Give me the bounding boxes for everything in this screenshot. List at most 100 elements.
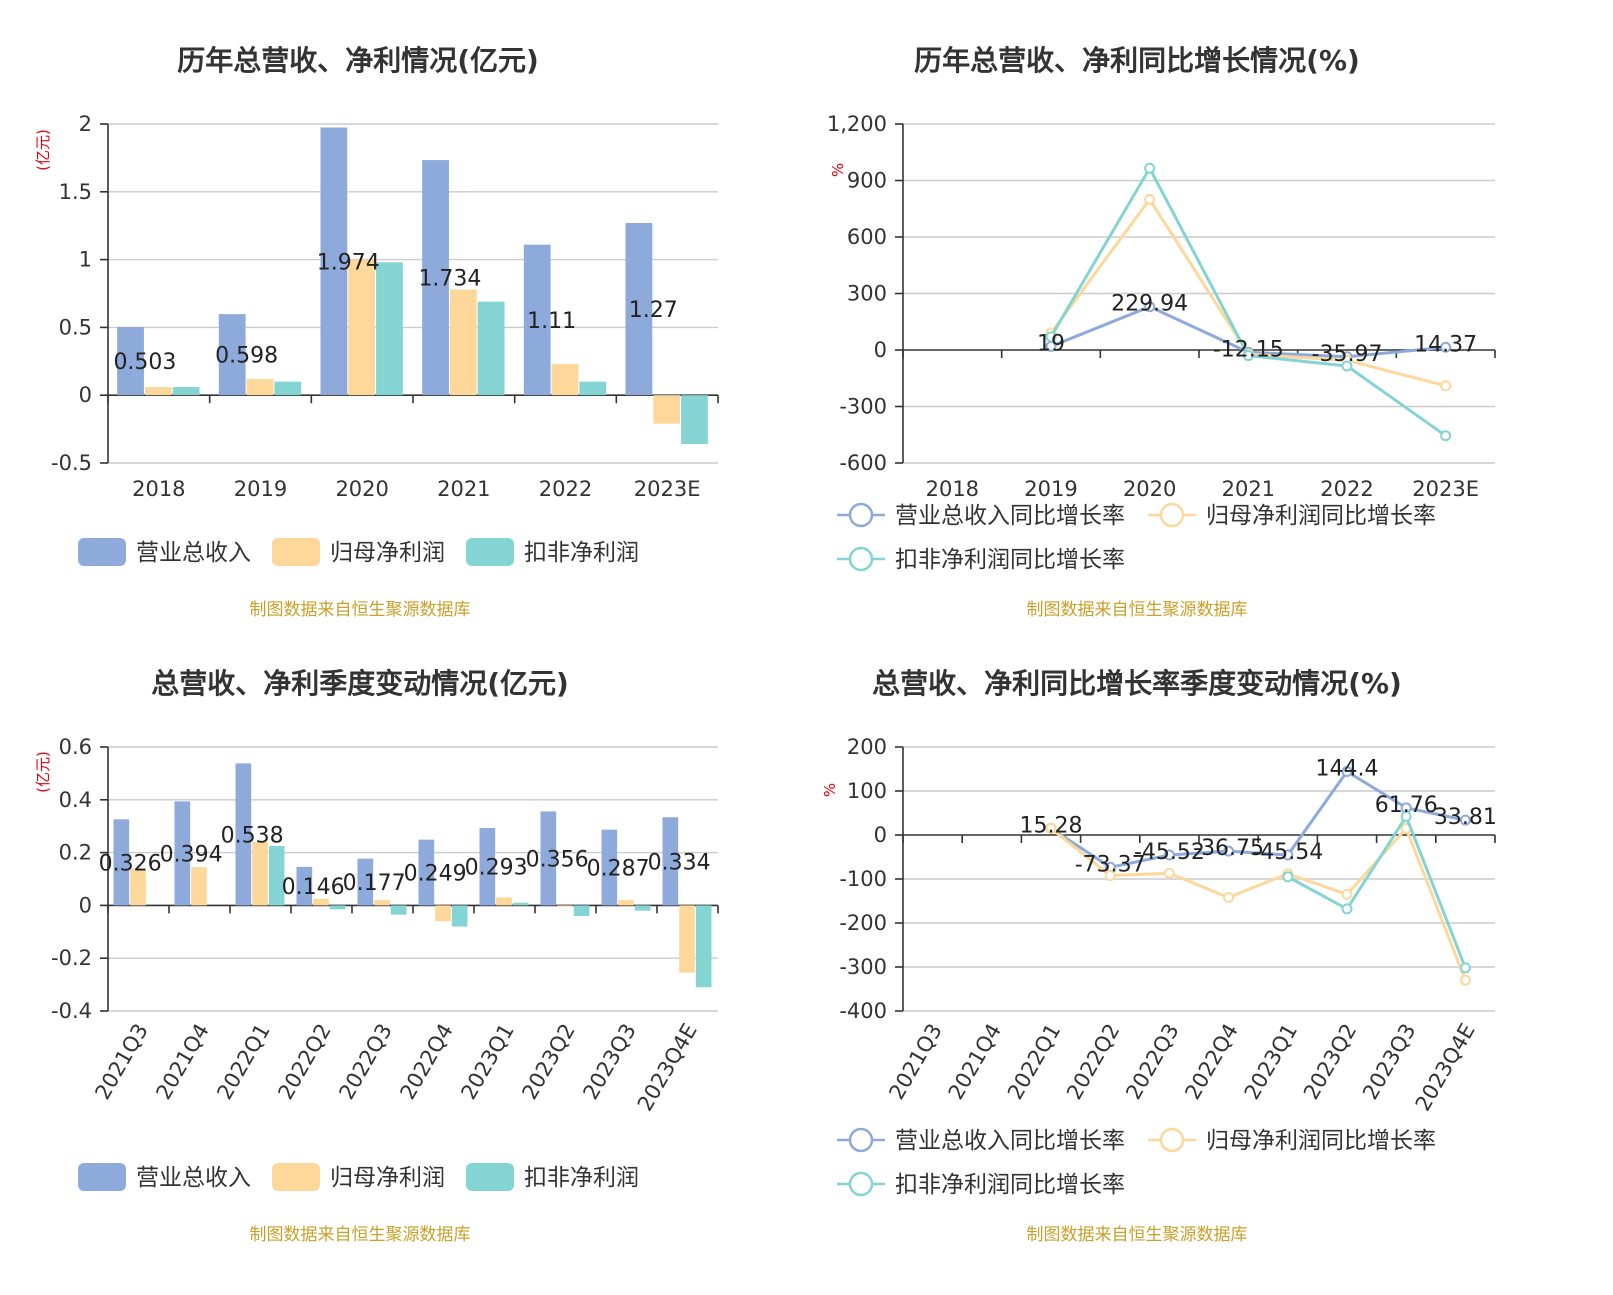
bar-revenue [540, 811, 557, 906]
data-label: 0.394 [160, 842, 223, 867]
point-deducted_profit [1242, 350, 1254, 362]
point-deducted_profit [1440, 430, 1452, 442]
bar-revenue [523, 244, 551, 396]
data-label: 0.177 [343, 871, 406, 896]
y-axis-unit-label: (亿元) [34, 751, 52, 793]
data-label: 0.326 [99, 851, 162, 876]
legend-label: 归母净利润同比增长率 [1206, 503, 1436, 529]
bar-net_profit [374, 900, 390, 906]
data-label: 1.734 [418, 267, 481, 292]
point-revenue [1282, 849, 1294, 861]
x-tick-label: 2018 [926, 477, 979, 501]
point-deducted_profit [1144, 162, 1156, 174]
point-deducted_profit [1400, 811, 1412, 823]
series-line-deducted_profit [1287, 813, 1467, 969]
x-tick-label: 2022 [1320, 477, 1373, 501]
bar-net_profit [191, 867, 207, 906]
panel-annual-amount: 历年总营收、净利情况(亿元) (亿元) 2 1.5 1 0.5 0 -0.5 2018 2019 2… [0, 0, 790, 640]
y-axis-unit-label: % [821, 783, 839, 797]
x-tick-label: 2023Q4E [1411, 1020, 1480, 1116]
x-tick-label: 2023E [634, 477, 701, 501]
chart-quarterly-amount: 总营收、净利季度变动情况(亿元)(亿元)0.60.40.20-0.2-0.420… [34, 667, 719, 1245]
bar-revenue [601, 829, 618, 906]
legend-label: 营业总收入同比增长率 [895, 1128, 1125, 1154]
data-label: 33.81 [1434, 805, 1497, 830]
x-tick-label: 2021Q3 [90, 1020, 152, 1104]
data-label: 0.146 [282, 875, 345, 900]
legend-marker-revenue [848, 1127, 874, 1153]
point-net_profit [1104, 869, 1116, 881]
bar-net_profit [557, 905, 573, 907]
x-tick-label: 2022Q3 [1121, 1020, 1183, 1104]
bar-deducted_profit [268, 846, 285, 906]
bar-deducted_profit [695, 905, 712, 988]
data-label: 19 [1037, 331, 1065, 356]
legend-marker-net_profit [1159, 502, 1185, 528]
x-tick-label: 2018 [132, 477, 185, 501]
y-tick-label: -0.4 [51, 999, 92, 1023]
bar-revenue [662, 817, 679, 906]
data-label: 1.27 [629, 298, 678, 323]
y-tick-label: -200 [839, 911, 887, 935]
chart-quarterly-growth: 总营收、净利同比增长率季度变动情况(%)% 200 100 0 -100 -200 -300… [821, 667, 1497, 1245]
y-axis-unit-label: (亿元) [34, 129, 52, 171]
bar-revenue [218, 314, 246, 396]
y-tick-label: 1,200 [827, 112, 887, 136]
x-tick-label: 2023Q4E [633, 1020, 702, 1116]
y-tick-label: 600 [847, 225, 887, 249]
y-tick-label: 900 [847, 169, 887, 193]
data-label: -45.52 [1134, 840, 1205, 865]
y-tick-label: 1.5 [59, 180, 92, 204]
point-deducted_profit [1341, 360, 1353, 372]
x-tick-label: 2021Q3 [884, 1020, 946, 1104]
data-label: -36.75 [1193, 836, 1264, 861]
bar-revenue [625, 222, 653, 396]
legend-label: 扣非净利润 [524, 540, 639, 566]
legend-label: 营业总收入同比增长率 [895, 503, 1125, 529]
x-tick-label: 2023Q2 [1299, 1020, 1361, 1104]
y-tick-label: -0.5 [51, 451, 92, 475]
data-label: -35.97 [1312, 342, 1383, 367]
y-tick-label: 0 [79, 893, 92, 917]
legend-label: 扣非净利润同比增长率 [895, 1172, 1125, 1198]
point-deducted_profit [1341, 903, 1353, 915]
y-tick-label: 200 [847, 735, 887, 759]
x-tick-label: 2023Q2 [517, 1020, 579, 1104]
point-net_profit [1163, 867, 1175, 879]
data-label: -12.15 [1213, 337, 1284, 362]
bar-net_profit [551, 364, 579, 396]
legend-label: 归母净利润同比增长率 [1206, 1128, 1436, 1154]
data-label: 0.503 [113, 350, 176, 375]
bar-net_profit [246, 378, 274, 396]
chart-title: 总营收、净利季度变动情况(亿元) [151, 667, 569, 700]
x-tick-label: 2021Q4 [151, 1020, 213, 1104]
bar-deducted_profit [390, 905, 407, 915]
y-tick-label: 100 [847, 779, 887, 803]
x-tick-label: 2023Q1 [1240, 1020, 1302, 1104]
panel-annual-growth: 历年总营收、净利同比增长情况(%)% 1,200 900 600 300 0 -300 -60… [790, 0, 1580, 640]
source-note: 制图数据来自恒生聚源数据库 [1027, 600, 1248, 620]
y-tick-label: 0.4 [59, 788, 92, 812]
bar-revenue [357, 858, 374, 906]
series-line-net_profit [1050, 825, 1467, 981]
bar-net_profit [130, 868, 146, 906]
legend-marker-net_profit [1159, 1127, 1185, 1153]
bar-net_profit [435, 905, 451, 922]
bar-deducted_profit [376, 262, 403, 396]
bar-revenue [422, 160, 449, 396]
point-revenue [1223, 845, 1235, 857]
x-tick-label: 2022Q2 [1062, 1020, 1124, 1104]
y-tick-label: -300 [839, 955, 887, 979]
x-tick-label: 2019 [1024, 477, 1077, 501]
data-label: 1.974 [317, 250, 380, 275]
bar-revenue [113, 819, 130, 906]
x-tick-label: 2022Q1 [1003, 1020, 1065, 1104]
point-deducted_profit [1282, 871, 1294, 883]
data-label: 1.11 [527, 309, 576, 334]
legend-label: 归母净利润 [330, 1165, 445, 1191]
point-revenue [1163, 849, 1175, 861]
data-label: 229.94 [1111, 292, 1188, 317]
data-label: -73.37 [1075, 852, 1146, 877]
bar-revenue [296, 866, 313, 906]
legend-swatch-net_profit [272, 538, 320, 566]
